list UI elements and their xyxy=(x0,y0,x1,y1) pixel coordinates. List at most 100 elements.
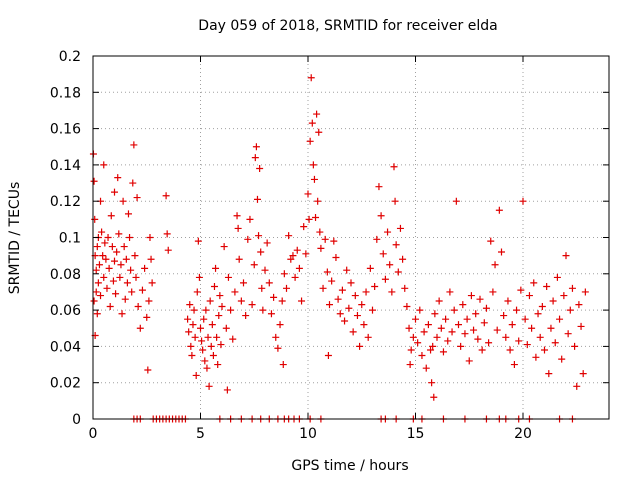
data-point xyxy=(217,341,225,349)
data-point xyxy=(119,197,127,205)
data-point xyxy=(191,333,199,341)
data-point xyxy=(558,355,566,363)
y-tick-label: 0.18 xyxy=(50,85,81,101)
data-point xyxy=(198,337,206,345)
data-point xyxy=(204,333,212,341)
data-point xyxy=(577,322,585,330)
data-point xyxy=(308,119,316,127)
data-point xyxy=(463,315,471,323)
data-point xyxy=(218,302,226,310)
data-point xyxy=(528,324,536,332)
data-point xyxy=(446,288,454,296)
data-point xyxy=(265,279,273,287)
data-point xyxy=(289,252,297,260)
data-point xyxy=(293,246,301,254)
data-point xyxy=(115,230,123,238)
data-point xyxy=(194,237,202,245)
data-point xyxy=(298,297,306,305)
data-point xyxy=(414,339,422,347)
data-point xyxy=(373,235,381,243)
data-point xyxy=(431,310,439,318)
data-point xyxy=(541,346,548,354)
data-point xyxy=(113,248,121,256)
data-point xyxy=(538,302,546,310)
data-point xyxy=(233,212,241,220)
data-point xyxy=(310,175,318,183)
data-point xyxy=(105,264,113,272)
data-point xyxy=(332,253,340,261)
data-point xyxy=(452,197,460,205)
data-point xyxy=(489,288,497,296)
data-point xyxy=(388,288,396,296)
y-tick-label: 0.04 xyxy=(50,339,81,355)
data-point xyxy=(391,197,399,205)
data-point xyxy=(444,337,452,345)
x-tick-label: 15 xyxy=(407,426,425,442)
data-point xyxy=(227,306,235,314)
data-point xyxy=(330,237,338,245)
data-point xyxy=(131,252,139,260)
data-point xyxy=(313,110,321,118)
data-point xyxy=(248,301,256,309)
grid-lines xyxy=(93,56,609,419)
data-point xyxy=(111,188,118,196)
y-tick-label: 0.1 xyxy=(59,231,81,247)
data-point xyxy=(506,346,514,354)
data-point xyxy=(534,310,542,318)
data-point xyxy=(132,273,140,281)
data-point xyxy=(257,248,265,256)
data-point xyxy=(564,330,572,338)
data-point xyxy=(287,255,295,263)
data-point xyxy=(214,361,222,369)
data-point xyxy=(549,297,557,305)
data-point xyxy=(545,370,553,378)
data-point xyxy=(396,224,404,232)
data-point xyxy=(197,324,204,332)
data-point xyxy=(127,266,135,274)
data-point xyxy=(267,310,275,318)
data-point xyxy=(319,284,327,292)
x-tick-label: 20 xyxy=(514,426,532,442)
data-point xyxy=(116,273,124,281)
data-point xyxy=(315,128,323,136)
data-point xyxy=(258,284,266,292)
data-point xyxy=(478,346,486,354)
data-point xyxy=(403,302,411,310)
data-point xyxy=(312,214,320,222)
data-point xyxy=(399,255,407,263)
data-point xyxy=(222,324,230,332)
data-point xyxy=(307,74,315,82)
chart-title: Day 059 of 2018, SRMTID for receiver eld… xyxy=(198,18,497,34)
data-point xyxy=(317,244,325,252)
y-tick-labels: 0 0.02 0.04 0.06 0.08 0.1 0.12 0.14 0.16 0.18 0.2 xyxy=(50,49,81,428)
y-tick-label: 0.02 xyxy=(50,376,81,392)
data-point xyxy=(280,270,288,278)
data-point xyxy=(547,324,555,332)
data-point xyxy=(314,197,322,205)
data-point xyxy=(213,333,221,341)
data-point xyxy=(493,326,501,334)
data-point xyxy=(189,321,197,329)
plot-border xyxy=(92,55,610,420)
data-point xyxy=(500,312,508,320)
data-points xyxy=(89,74,589,423)
data-point xyxy=(579,370,587,378)
data-point xyxy=(498,248,505,256)
data-point xyxy=(199,346,207,354)
data-point xyxy=(100,161,108,169)
data-point xyxy=(223,386,231,394)
y-tick-label: 0.12 xyxy=(50,194,81,210)
data-point xyxy=(90,177,98,185)
data-point xyxy=(568,284,576,292)
data-point xyxy=(133,194,141,202)
data-point xyxy=(192,371,200,379)
data-point xyxy=(93,243,101,251)
data-point xyxy=(164,246,172,254)
data-point xyxy=(323,268,331,276)
data-point xyxy=(129,179,137,187)
data-point xyxy=(306,137,314,145)
data-point xyxy=(234,224,242,232)
data-point xyxy=(334,295,342,303)
data-point xyxy=(148,279,156,287)
data-point xyxy=(336,310,344,318)
